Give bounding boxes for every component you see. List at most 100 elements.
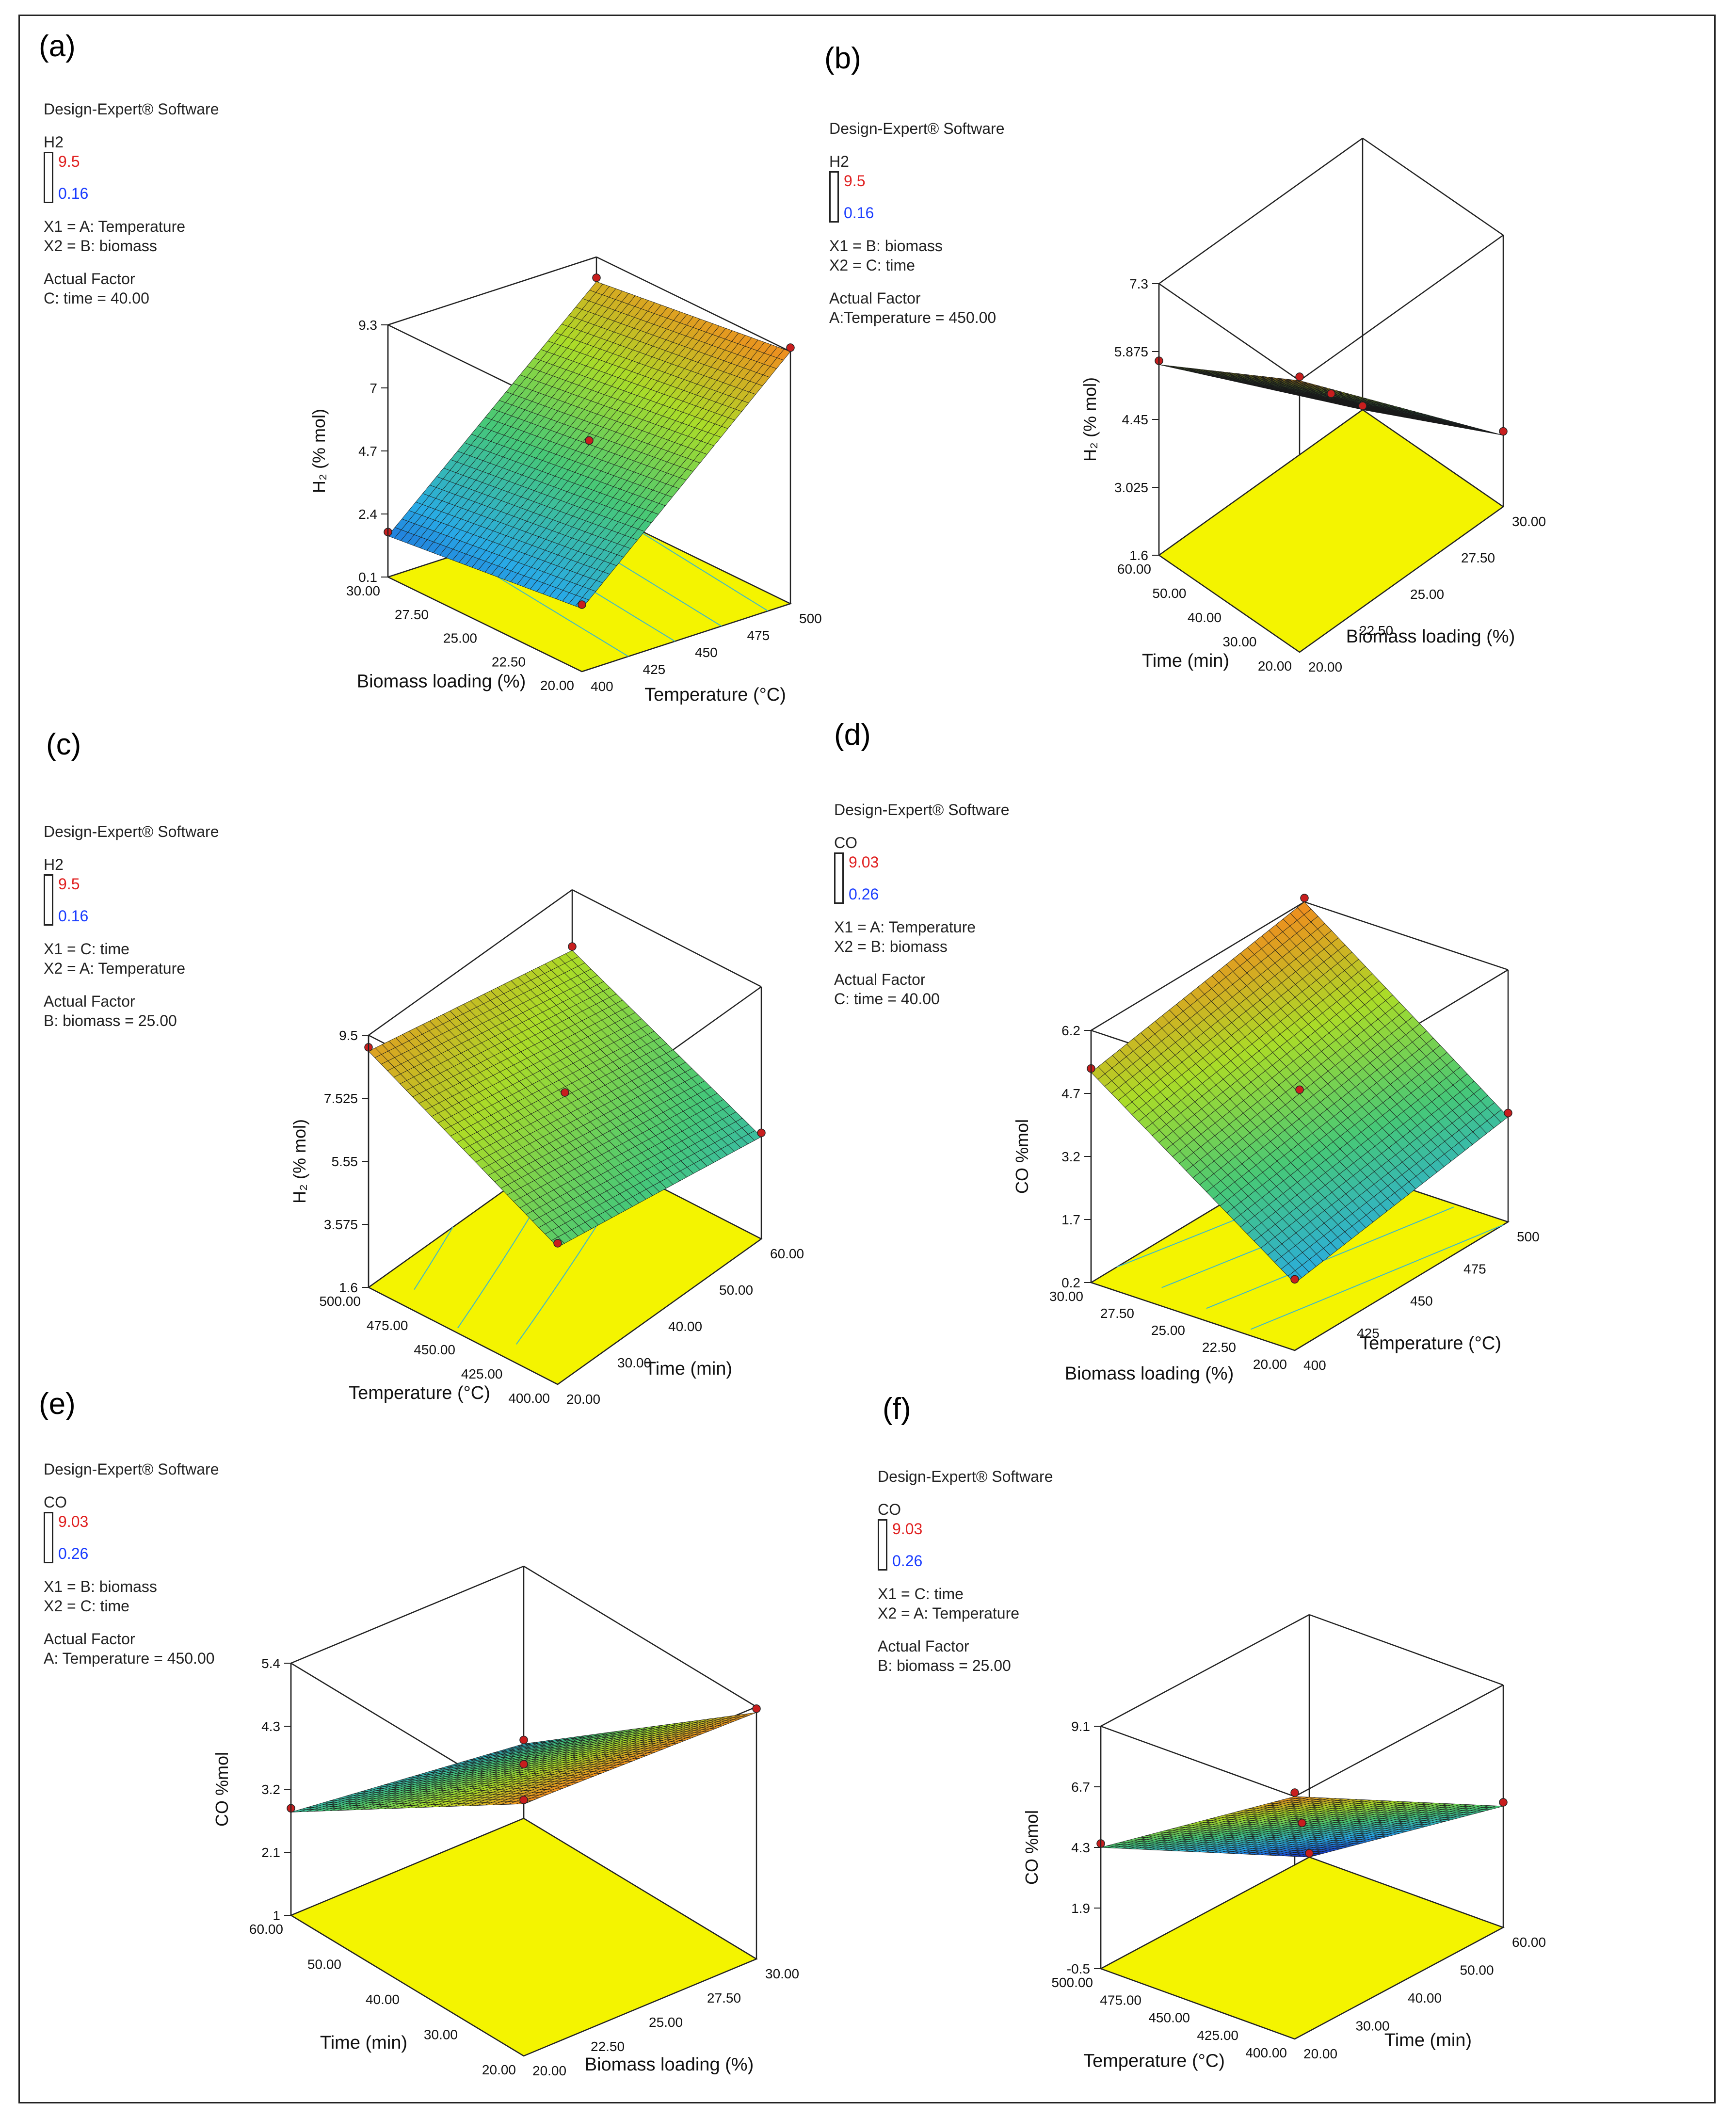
z-tick-label: 3.2 — [261, 1782, 280, 1797]
x2-line: X2 = B: biomass — [834, 938, 948, 955]
x-tick-label: 475 — [1463, 1261, 1486, 1276]
y-tick-label: 500.00 — [319, 1294, 361, 1309]
panel-label: (c) — [46, 728, 81, 761]
z-tick-label: 7 — [370, 381, 377, 396]
box-edge — [1294, 1684, 1504, 1797]
x2-line: X2 = B: biomass — [44, 237, 157, 255]
x-tick-label: 475 — [747, 628, 770, 643]
design-point — [786, 343, 795, 352]
design-point — [1499, 427, 1508, 436]
response-low: 0.26 — [58, 1545, 89, 1562]
box-edge — [1158, 137, 1363, 285]
response-low: 0.16 — [58, 185, 89, 202]
z-tick-label: 2.1 — [261, 1845, 280, 1860]
response-high: 9.5 — [58, 875, 80, 893]
x-tick-label: 450 — [695, 645, 718, 660]
surface-plot: -0.51.94.36.79.1CO %mol20.0030.0040.0050… — [1022, 1614, 1546, 2071]
actual-factor-line: A:Temperature = 450.00 — [829, 309, 997, 326]
z-tick-label: 5.55 — [332, 1154, 358, 1169]
y-tick-label: 30.00 — [1049, 1289, 1083, 1304]
design-point — [1327, 389, 1335, 398]
z-axis-label: H₂ (% mol) — [1080, 377, 1100, 462]
y-tick-label: 20.00 — [1258, 658, 1292, 674]
response-name: H2 — [829, 153, 849, 170]
response-surface — [1158, 364, 1504, 435]
x-axis-label: Biomass loading (%) — [585, 2054, 754, 2075]
response-surface — [1100, 1796, 1504, 1858]
z-tick-label: 1 — [273, 1908, 280, 1923]
design-point — [752, 1704, 761, 1713]
x-tick-label: 450 — [1410, 1294, 1433, 1309]
design-point — [1295, 1085, 1304, 1094]
z-tick-label: 3.575 — [324, 1217, 358, 1232]
response-name: CO — [878, 1501, 901, 1518]
z-tick-label: 4.45 — [1122, 412, 1149, 427]
x-tick-label: 30.00 — [1512, 514, 1546, 529]
box-edge — [387, 256, 597, 326]
actual-factor-title: Actual Factor — [878, 1637, 969, 1655]
response-name: H2 — [44, 133, 64, 151]
z-tick-label: 1.6 — [1129, 548, 1148, 563]
software-name: Design-Expert® Software — [44, 1460, 219, 1478]
x1-line: X1 = C: time — [44, 940, 129, 958]
x-tick-label: 500 — [799, 611, 822, 626]
y-tick-label: 30.00 — [1222, 634, 1256, 649]
x-axis-label: Temperature (°C) — [644, 685, 786, 705]
actual-factor-title: Actual Factor — [44, 270, 135, 288]
z-tick-label: 4.7 — [1061, 1086, 1080, 1101]
y-tick-label: 400.00 — [508, 1391, 550, 1406]
design-points — [1155, 356, 1508, 436]
panel-label: (a) — [39, 30, 76, 63]
x-tick-label: 425 — [643, 662, 666, 677]
y-tick-label: 475.00 — [367, 1318, 408, 1333]
x-tick-label: 20.00 — [532, 2063, 566, 2078]
y-axis-label: Biomass loading (%) — [1065, 1364, 1234, 1384]
actual-factor-title: Actual Factor — [829, 289, 921, 307]
design-point — [1358, 401, 1367, 410]
surface-plot: 0.21.73.24.76.2CO %mol400425450475500Tem… — [1012, 894, 1540, 1384]
color-range-bar — [44, 874, 53, 926]
color-range-bar — [829, 171, 839, 223]
y-tick-label: 20.00 — [1253, 1357, 1287, 1372]
z-tick-label: 3.025 — [1114, 480, 1148, 495]
box-edge — [523, 1565, 757, 1708]
y-tick-label: 40.00 — [366, 1992, 400, 2007]
contour-line — [414, 1227, 453, 1290]
response-high: 9.5 — [58, 153, 80, 170]
legend: Design-Expert® Software CO 9.03 0.26 X1 =… — [878, 1467, 1053, 1675]
box-edge — [572, 889, 762, 988]
design-point — [519, 1796, 528, 1804]
design-point — [592, 273, 601, 282]
panel-d: (d) Design-Expert® Software CO 9.03 0.26 … — [805, 708, 1654, 1406]
legend: Design-Expert® Software CO 9.03 0.26 X1 =… — [44, 1460, 219, 1668]
y-tick-label: 20.00 — [482, 2062, 516, 2077]
actual-factor-line: C: time = 40.00 — [834, 990, 940, 1008]
actual-factor-title: Actual Factor — [44, 993, 135, 1010]
y-tick-label: 27.50 — [1100, 1306, 1134, 1321]
software-name: Design-Expert® Software — [834, 801, 1010, 818]
response-name: CO — [834, 834, 857, 851]
z-tick-label: 0.1 — [358, 570, 377, 585]
x-tick-label: 27.50 — [707, 1990, 741, 2006]
design-point — [757, 1128, 766, 1138]
y-tick-label: 20.00 — [540, 678, 574, 693]
surface-cell — [1295, 380, 1307, 383]
box-edge — [1362, 137, 1504, 236]
actual-factor-title: Actual Factor — [834, 971, 926, 988]
z-tick-label: 5.875 — [1114, 344, 1148, 359]
contour-line — [1206, 1206, 1454, 1309]
response-low: 0.16 — [844, 204, 874, 222]
response-name: H2 — [44, 856, 64, 873]
software-name: Design-Expert® Software — [44, 823, 219, 840]
z-tick-label: 2.4 — [358, 507, 377, 522]
design-point — [1290, 1275, 1299, 1284]
y-tick-label: 25.00 — [443, 631, 477, 646]
x1-line: X1 = C: time — [878, 1585, 964, 1603]
x2-line: X2 = A: Temperature — [44, 960, 186, 977]
design-point — [519, 1760, 528, 1769]
z-tick-label: 3.2 — [1061, 1149, 1080, 1164]
response-low: 0.26 — [892, 1552, 923, 1570]
x2-line: X2 = A: Temperature — [878, 1605, 1020, 1622]
